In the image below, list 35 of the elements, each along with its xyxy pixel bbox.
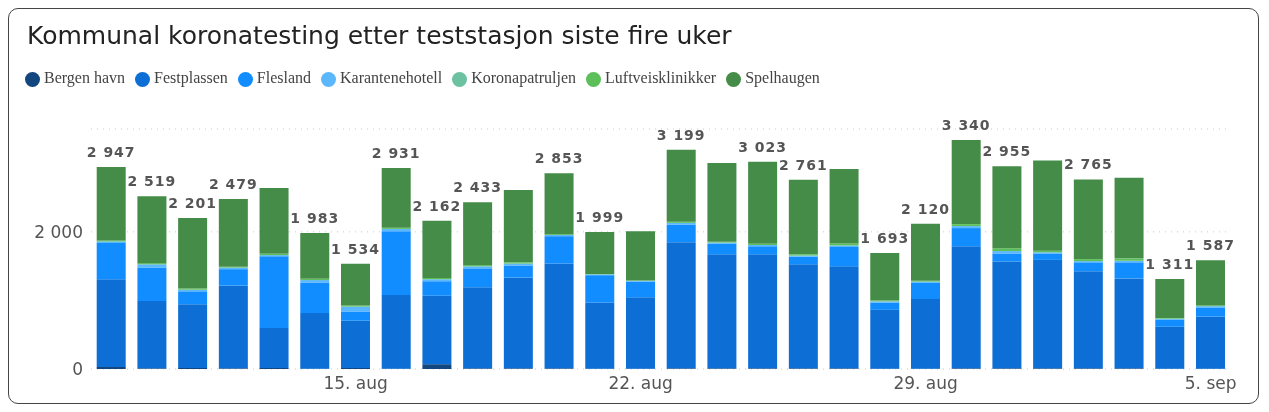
x-tick-label: 15. aug	[323, 373, 388, 394]
total-label: 2 519	[127, 173, 177, 190]
legend-label: Karantenehotell	[340, 69, 443, 86]
total-label: 2 955	[982, 143, 1032, 160]
total-label: 1 983	[290, 210, 340, 227]
total-label: 2 761	[778, 156, 828, 173]
total-label: 1 587	[1186, 237, 1235, 254]
total-label: 3 340	[941, 116, 991, 133]
total-label: 2 433	[453, 179, 503, 196]
total-label: 1 999	[575, 208, 625, 225]
total-label: 2 765	[1063, 156, 1113, 173]
legend-label: Koronapatruljen	[471, 69, 577, 86]
legend-label: Spelhaugen	[745, 69, 820, 86]
total-label: 2 162	[412, 197, 462, 214]
total-label: 1 693	[860, 229, 910, 246]
total-label: 2 201	[168, 195, 218, 212]
legend-label: Flesland	[256, 69, 312, 86]
total-label: 3 199	[656, 126, 706, 143]
total-label: 1 534	[331, 240, 380, 257]
y-tick-label: 2 000	[34, 221, 83, 242]
x-tick-label: 5. sep	[1184, 373, 1237, 394]
legend-label: Bergen havn	[44, 69, 126, 86]
total-label: 2 947	[86, 143, 136, 160]
x-tick-label: 22. aug	[608, 373, 673, 394]
legend-label: Luftveisklinikker	[605, 69, 717, 86]
total-label: 2 479	[208, 176, 258, 193]
total-label: 3 023	[738, 138, 788, 155]
y-tick-label: 0	[72, 359, 83, 380]
x-tick-label: 29. aug	[893, 373, 958, 394]
total-label: 2 931	[371, 145, 421, 162]
total-label: 2 853	[534, 150, 584, 167]
chart-title: Kommunal koronatesting etter teststasjon siste fire uker	[27, 21, 732, 50]
legend-label: Festplassen	[154, 69, 228, 86]
total-label: 1 311	[1145, 256, 1195, 273]
total-label: 2 120	[901, 200, 950, 217]
